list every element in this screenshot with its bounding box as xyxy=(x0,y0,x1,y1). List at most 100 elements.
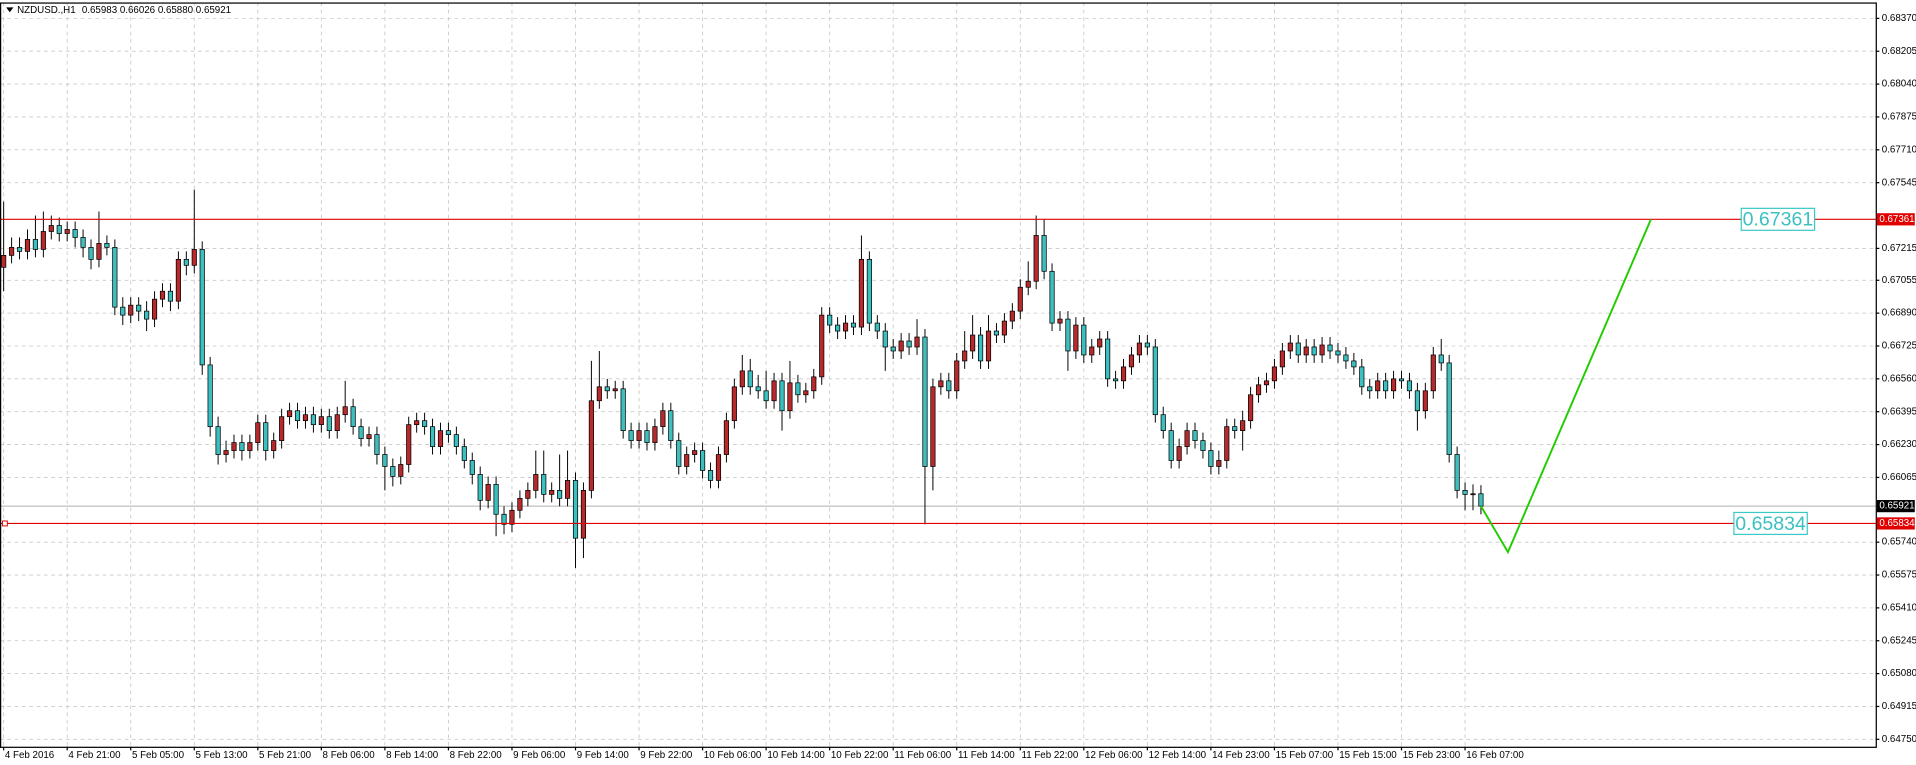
candle-body xyxy=(406,424,412,465)
candle-body xyxy=(525,490,531,499)
candle-body xyxy=(938,380,944,388)
y-tick-label: 0.68205 xyxy=(1882,46,1916,57)
candle-body xyxy=(239,442,245,451)
candle-body xyxy=(779,380,785,412)
candle-body xyxy=(1136,342,1142,356)
candle-body xyxy=(48,225,54,232)
candle-body xyxy=(795,382,801,396)
candle-body xyxy=(1327,344,1333,352)
candle-body xyxy=(1295,342,1301,356)
candle-body xyxy=(215,426,221,455)
candle-body xyxy=(144,310,150,320)
candle-body xyxy=(151,298,158,320)
candle-body xyxy=(32,239,38,250)
candle-body xyxy=(604,386,610,392)
x-tick-label: 9 Feb 22:00 xyxy=(640,750,693,761)
candle-body xyxy=(326,416,332,431)
candle-body xyxy=(596,386,602,402)
candle-body xyxy=(922,336,928,467)
candle-body xyxy=(1176,446,1182,461)
candle-body xyxy=(771,380,777,402)
candle-body xyxy=(1097,338,1103,348)
plot-border xyxy=(0,2,1877,748)
level-tag: 0.67361 xyxy=(1743,209,1814,231)
y-tick-label: 0.66725 xyxy=(1882,341,1916,352)
candle-body xyxy=(557,490,563,499)
candle-body xyxy=(199,249,205,366)
candle-body xyxy=(1383,380,1389,392)
candle-body xyxy=(1255,384,1262,396)
x-tick-label: 12 Feb 14:00 xyxy=(1149,750,1207,761)
candle-body xyxy=(1160,414,1166,431)
candle-body xyxy=(1144,342,1150,348)
candle-body xyxy=(1089,346,1095,356)
x-tick-label: 9 Feb 14:00 xyxy=(577,750,630,761)
candle-body xyxy=(1248,394,1254,422)
candle-body xyxy=(1081,324,1087,356)
candle-body xyxy=(1073,324,1079,352)
y-tick-label: 0.67875 xyxy=(1882,112,1916,123)
candle-body xyxy=(755,386,761,392)
level-axis-label: 0.67361 xyxy=(1879,214,1914,225)
y-tick-label: 0.67215 xyxy=(1882,243,1916,254)
y-tick-label: 0.66065 xyxy=(1882,472,1916,483)
candle-body xyxy=(429,426,436,447)
candle-body xyxy=(1057,318,1063,324)
candle-body xyxy=(866,258,872,324)
candle-body xyxy=(128,304,134,316)
candle-body xyxy=(564,480,571,499)
overlays: 0.68370 0.68205 0.68040 0.67875 0.67710 0.675… xyxy=(1,13,1916,761)
candle-body xyxy=(811,376,817,392)
candle-body xyxy=(445,430,451,435)
level-tag-box xyxy=(1740,207,1816,231)
candle-body xyxy=(1168,430,1174,461)
candle-body xyxy=(16,247,23,252)
candle-body xyxy=(1367,386,1373,392)
candle-body xyxy=(858,258,864,328)
candle-body xyxy=(580,490,587,539)
candle-body xyxy=(1033,235,1039,282)
candle-body xyxy=(906,340,912,348)
projection-line xyxy=(1480,218,1652,555)
menu-arrow xyxy=(6,7,14,13)
candle-body xyxy=(763,390,769,402)
candle-body xyxy=(1462,490,1468,495)
candle-body xyxy=(318,416,324,426)
candle-body xyxy=(509,509,515,525)
candle-body xyxy=(493,484,499,515)
x-tick-label: 8 Feb 14:00 xyxy=(386,750,439,761)
candle-body xyxy=(342,406,348,416)
candle-body xyxy=(453,434,459,447)
candle-body xyxy=(294,410,301,422)
candle-body xyxy=(88,247,94,260)
level-axis-box xyxy=(1876,517,1915,530)
candle-body xyxy=(1406,380,1413,392)
candle-body xyxy=(1041,235,1047,272)
y-tick-label: 0.67055 xyxy=(1882,275,1916,286)
quote: 0.65983 0.66026 0.65880 0.65921 xyxy=(82,5,231,16)
candle-body xyxy=(787,382,793,412)
y-tick-label: 0.65245 xyxy=(1882,635,1916,646)
candle-body xyxy=(978,334,984,362)
candle-body xyxy=(334,414,340,431)
candle-body xyxy=(437,430,444,447)
x-tick-label: 11 Feb 06:00 xyxy=(894,750,951,761)
candle-body xyxy=(1478,493,1484,507)
candle-body xyxy=(1240,420,1246,431)
y-tick-label: 0.66560 xyxy=(1882,373,1916,384)
x-tick-label: 15 Feb 23:00 xyxy=(1403,750,1461,761)
x-tick-label: 9 Feb 06:00 xyxy=(513,750,566,761)
bid-label: 0.65921 xyxy=(1879,501,1914,512)
candle-body xyxy=(1311,346,1317,356)
x-tick-label: 12 Feb 06:00 xyxy=(1085,750,1143,761)
candle-body xyxy=(1120,366,1127,382)
candle-body xyxy=(747,370,753,388)
candle-body xyxy=(1319,344,1325,356)
candle-body xyxy=(1359,366,1365,388)
candle-body xyxy=(358,426,364,439)
candle-body xyxy=(1065,318,1071,352)
candle-body xyxy=(112,247,118,308)
candle-body xyxy=(1398,378,1405,382)
candle-body xyxy=(572,480,579,539)
candle-body xyxy=(104,243,110,248)
